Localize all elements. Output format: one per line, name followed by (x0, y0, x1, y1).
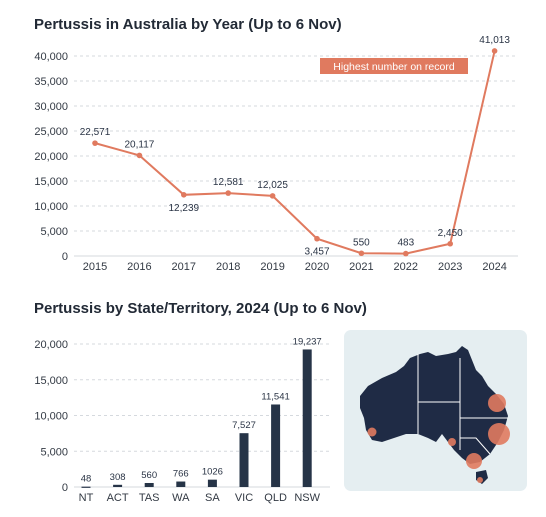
bar-y-tick-label: 0 (62, 482, 68, 494)
line-data-label: 550 (353, 237, 370, 248)
bar-data-label: 1026 (202, 467, 223, 478)
bar-data-label: 19,237 (293, 336, 322, 347)
bar (207, 479, 217, 487)
mainland-shape (360, 346, 508, 464)
bar-x-tick-label: TAS (139, 492, 160, 504)
australia-map (360, 346, 510, 484)
line-y-tick-label: 0 (62, 251, 68, 263)
line-chart-data-labels: 22,571 20,117 12,239 12,581 12,025 3,457 550 48… (80, 36, 511, 258)
bubble-nsw (488, 423, 510, 445)
bar (113, 484, 123, 487)
bar-x-tick-label: VIC (235, 492, 253, 504)
bar-x-tick-label: SA (205, 492, 220, 504)
bar (144, 482, 154, 487)
line-y-tick-label: 30,000 (34, 101, 68, 113)
line-point (92, 140, 98, 146)
bar (81, 486, 91, 488)
bubble-sa (448, 438, 456, 446)
line-chart: 0 5,000 10,000 15,000 20,000 25,000 30,000 35,0… (34, 36, 518, 273)
bar-chart-bars (81, 349, 312, 488)
bar (271, 404, 281, 487)
line-point (136, 152, 143, 159)
state-bubbles (367, 394, 510, 483)
line-x-tick-label: 2018 (216, 261, 240, 273)
bar (176, 481, 186, 487)
line-point (269, 193, 276, 199)
line-data-label: 20,117 (124, 139, 154, 150)
line-x-tick-label: 2019 (260, 261, 284, 273)
line-y-tick-label: 20,000 (34, 151, 68, 163)
state-borders (417, 354, 508, 455)
line-data-label: 12,025 (257, 180, 288, 191)
line-point (403, 250, 409, 257)
line-y-tick-label: 5,000 (40, 226, 68, 238)
line-x-tick-label: 2021 (349, 261, 373, 273)
bar-y-tick-label: 5,000 (40, 446, 68, 458)
line-y-tick-label: 10,000 (34, 201, 68, 213)
line-data-label: 3,457 (304, 247, 329, 258)
bubble-wa (367, 427, 377, 437)
line-chart-title: Pertussis in Australia by Year (Up to 6 … (34, 16, 342, 33)
bubble-tas (477, 477, 483, 483)
line-y-tick-label: 15,000 (34, 176, 68, 188)
bar-data-label: 560 (141, 470, 157, 481)
line-data-label: 2,450 (438, 228, 463, 239)
line-x-tick-label: 2017 (172, 261, 196, 273)
bar-chart-y-ticks: 0 5,000 10,000 15,000 20,000 (34, 339, 68, 494)
bar-chart-data-labels: 48 308 560 766 1026 7,527 11,541 19,237 (81, 336, 322, 484)
australia-map-panel (344, 330, 527, 491)
line-data-label: 41,013 (479, 36, 510, 46)
bar-data-label: 48 (81, 474, 92, 485)
bar-chart-x-ticks: NT ACT TAS WA SA VIC QLD NSW (79, 492, 321, 504)
line-x-tick-label: 2024 (482, 261, 506, 273)
bar-data-label: 766 (173, 469, 189, 480)
bar-chart: 0 5,000 10,000 15,000 20,000 48 308 560 766 1026… (34, 336, 330, 504)
line-point (447, 240, 454, 247)
bar-x-tick-label: NSW (294, 492, 320, 504)
bar-data-label: 7,527 (232, 420, 256, 431)
line-chart-x-ticks: 2015 2016 2017 2018 2019 2020 2021 2022 2023 2024 (83, 261, 507, 273)
line-chart-y-ticks: 0 5,000 10,000 15,000 20,000 25,000 30,000 35,0… (34, 51, 68, 263)
line-data-label: 12,239 (169, 203, 200, 214)
bar-y-tick-label: 20,000 (34, 339, 68, 351)
bubble-vic (466, 453, 482, 469)
bar-chart-gridlines (74, 343, 330, 488)
bar-x-tick-label: QLD (264, 492, 287, 504)
line-chart-annotation: Highest number on record (320, 58, 468, 74)
bar-data-label: 11,541 (261, 391, 289, 402)
line-point (358, 250, 365, 257)
line-y-tick-label: 35,000 (34, 76, 68, 88)
bar-x-tick-label: WA (172, 492, 190, 504)
line-point (225, 190, 231, 196)
line-series-path (94, 50, 496, 255)
line-y-tick-label: 40,000 (34, 51, 68, 63)
bar (239, 433, 249, 487)
line-x-tick-label: 2015 (83, 261, 107, 273)
bubble-qld (488, 394, 506, 412)
bar-y-tick-label: 10,000 (34, 411, 68, 423)
line-data-label: 12,581 (213, 177, 244, 188)
line-data-label: 22,571 (80, 127, 111, 138)
line-x-tick-label: 2020 (305, 261, 329, 273)
line-x-tick-label: 2016 (127, 261, 151, 273)
border-nsw-vic (460, 437, 491, 455)
bar (302, 349, 312, 487)
line-point (314, 235, 320, 242)
annotation-text: Highest number on record (333, 61, 455, 73)
line-chart-gridlines (74, 55, 518, 257)
bar-chart-title: Pertussis by State/Territory, 2024 (Up t… (34, 300, 367, 317)
line-point (181, 192, 187, 198)
line-point (491, 48, 498, 54)
line-chart-series (92, 48, 498, 257)
bar-y-tick-label: 15,000 (34, 375, 68, 387)
line-data-label: 483 (397, 238, 414, 249)
annotation-box (320, 58, 468, 74)
bar-data-label: 308 (110, 472, 126, 483)
bar-x-tick-label: NT (79, 492, 94, 504)
line-y-tick-label: 25,000 (34, 126, 68, 138)
bar-x-tick-label: ACT (107, 492, 129, 504)
australia-landmass (360, 346, 508, 484)
line-x-tick-label: 2022 (394, 261, 418, 273)
line-x-tick-label: 2023 (438, 261, 462, 273)
